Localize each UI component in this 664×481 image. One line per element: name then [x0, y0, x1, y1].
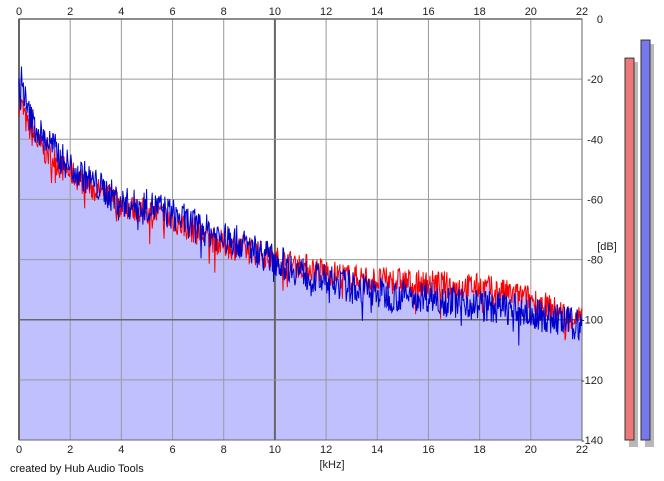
y-tick--80: -80 [587, 255, 603, 267]
x-axis-label: [kHz] [319, 459, 344, 471]
x-tick-top-2: 2 [67, 6, 73, 18]
y-tick--120: -120 [581, 375, 603, 387]
x-tick-bottom-12: 12 [320, 444, 332, 456]
x-tick-bottom-18: 18 [474, 444, 486, 456]
x-tick-labels-bottom: 0 2 4 6 8 10 12 14 16 18 20 22 [16, 444, 588, 456]
x-tick-top-6: 6 [169, 6, 175, 18]
y-tick-0: 0 [597, 14, 603, 26]
spectrum-fill [19, 66, 582, 440]
spectrum-area [19, 66, 582, 440]
x-tick-top-12: 12 [320, 6, 332, 18]
x-tick-top-16: 16 [422, 6, 434, 18]
series-line-2 [18, 66, 583, 346]
x-tick-bottom-0: 0 [16, 444, 22, 456]
axis-labels: [kHz] [dB] [319, 241, 616, 471]
x-tick-bottom-6: 6 [169, 444, 175, 456]
x-tick-top-22: 22 [576, 6, 588, 18]
level-meter-1 [624, 57, 635, 441]
y-tick--100: -100 [581, 315, 603, 327]
y-tick--60: -60 [587, 194, 603, 206]
x-tick-top-0: 0 [16, 6, 22, 18]
y-tick--140: -140 [581, 435, 603, 447]
x-tick-bottom-2: 2 [67, 444, 73, 456]
x-tick-labels-top: 0 2 4 6 8 10 12 14 16 18 20 22 [16, 6, 588, 18]
x-tick-bottom-14: 14 [371, 444, 383, 456]
x-tick-top-4: 4 [118, 6, 124, 18]
y-tick--40: -40 [587, 134, 603, 146]
x-tick-bottom-8: 8 [221, 444, 227, 456]
plot-frame [18, 18, 583, 441]
x-tick-top-14: 14 [371, 6, 383, 18]
x-tick-bottom-10: 10 [269, 444, 281, 456]
x-tick-top-18: 18 [474, 6, 486, 18]
grid [18, 18, 583, 441]
x-tick-top-10: 10 [269, 6, 281, 18]
level-meter-2 [640, 39, 651, 441]
x-tick-bottom-4: 4 [118, 444, 124, 456]
y-tick--20: -20 [587, 74, 603, 86]
x-tick-bottom-16: 16 [422, 444, 434, 456]
y-tick-labels: 0 -20 -40 -60 -80 -100 -120 -140 [581, 14, 603, 447]
level-meters [624, 39, 654, 448]
series-lines [18, 66, 583, 346]
x-tick-top-8: 8 [221, 6, 227, 18]
x-tick-bottom-20: 20 [525, 444, 537, 456]
y-axis-label: [dB] [597, 241, 617, 253]
x-tick-bottom-22: 22 [576, 444, 588, 456]
credit-text: created by Hub Audio Tools [10, 463, 144, 475]
x-tick-top-20: 20 [525, 6, 537, 18]
